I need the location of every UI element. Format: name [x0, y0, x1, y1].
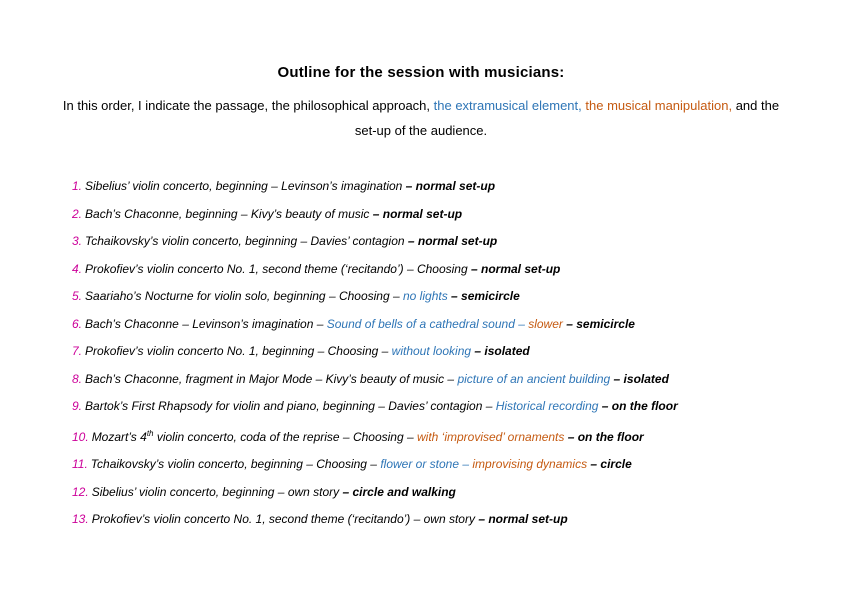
item-number: 3.: [72, 234, 83, 248]
text-segment-plain: Prokofiev’s violin concerto No. 1, secon…: [91, 512, 479, 526]
text-segment-plain: Mozart’s 4: [91, 429, 147, 444]
text-segment-plain: Bach’s Chaconne – Levinson’s imagination…: [85, 316, 327, 331]
item-number: 2.: [72, 206, 83, 221]
text-segment-plain: Sibelius’ violin concerto, beginning – o…: [91, 484, 343, 499]
text-segment-bold: – isolated: [613, 371, 669, 386]
text-segment-bold: – circle: [590, 457, 632, 471]
item-number: 5.: [72, 289, 83, 303]
text-segment-blue: no lights: [403, 289, 452, 303]
text-segment-bold: – circle and walking: [342, 484, 456, 499]
outline-item: 2. Bach’s Chaconne, beginning – Kivy’s be…: [72, 207, 802, 221]
outline-list: 1. Sibelius’ violin concerto, beginning –…: [0, 179, 842, 526]
item-number: 13.: [72, 512, 89, 526]
text-segment-bold: – normal set-up: [471, 261, 561, 276]
outline-item: 9. Bartok’s First Rhapsody for violin and…: [72, 399, 802, 413]
item-number: 12.: [72, 484, 89, 499]
text-segment-bold: – semicircle: [451, 289, 520, 303]
text-segment-bold: – normal set-up: [407, 234, 498, 248]
outline-item: 12. Sibelius’ violin concerto, beginning …: [72, 485, 802, 499]
text-segment-orange: improvising dynamics: [472, 457, 591, 471]
text-segment-plain: Bartok’s First Rhapsody for violin and p…: [85, 399, 496, 413]
text-segment-plain: Prokofiev’s violin concerto No. 1, begin…: [85, 344, 392, 358]
text-segment-plain: and the set-up of the audience.: [354, 98, 780, 138]
item-number: 4.: [72, 261, 83, 276]
item-number: 11.: [72, 457, 88, 471]
item-number: 1.: [72, 179, 83, 193]
text-segment-plain: Bach’s Chaconne, fragment in Major Mode …: [85, 371, 458, 386]
text-segment-blue: the extramusical element,: [433, 98, 582, 113]
text-segment-plain: Saariaho’s Nocturne for violin solo, beg…: [85, 289, 403, 303]
item-number: 6.: [72, 316, 83, 331]
text-segment-plain: Prokofiev’s violin concerto No. 1, secon…: [85, 261, 471, 276]
page-title: Outline for the session with musicians:: [277, 64, 565, 81]
text-segment-orange: slower: [528, 316, 567, 331]
text-segment-bold: – normal set-up: [478, 512, 568, 526]
text-segment-bold: – normal set-up: [405, 179, 496, 193]
outline-item: 6. Bach’s Chaconne – Levinson’s imaginati…: [72, 317, 802, 331]
text-segment-bold: – normal set-up: [372, 206, 463, 221]
outline-item: 8. Bach’s Chaconne, fragment in Major Mod…: [72, 372, 802, 386]
text-segment-sup: th: [146, 428, 154, 438]
text-segment-plain: Bach’s Chaconne, beginning – Kivy’s beau…: [85, 206, 373, 221]
outline-item: 3. Tchaikovsky’s violin concerto, beginni…: [72, 234, 802, 248]
text-segment-plain: Tchaikovsky’s violin concerto, beginning…: [85, 234, 408, 248]
outline-item: 10. Mozart’s 4th violin concerto, coda of…: [72, 427, 802, 444]
text-segment-blue: Historical recording: [495, 399, 602, 413]
text-segment-orange: with ‘improvised’ ornaments: [416, 429, 568, 444]
outline-item: 1. Sibelius’ violin concerto, beginning –…: [72, 179, 802, 193]
text-segment-bold: – on the floor: [567, 429, 644, 444]
text-segment-orange: the musical manipulation,: [585, 98, 733, 113]
outline-item: 11. Tchaikovsky’s violin concerto, beginn…: [72, 457, 802, 471]
outline-item: 5. Saariaho’s Nocturne for violin solo, b…: [72, 289, 802, 303]
text-segment-bold: – on the floor: [601, 399, 678, 413]
text-segment-plain: Sibelius’ violin concerto, beginning – L…: [85, 179, 406, 193]
outline-item: 13. Prokofiev’s violin concerto No. 1, se…: [72, 512, 802, 526]
text-segment-plain: In this order, I indicate the passage, t…: [62, 98, 434, 113]
intro-paragraph: In this order, I indicate the passage, t…: [61, 93, 781, 143]
outline-item: 4. Prokofiev’s violin concerto No. 1, sec…: [72, 262, 802, 276]
outline-item: 7. Prokofiev’s violin concerto No. 1, beg…: [72, 344, 802, 358]
item-number: 7.: [72, 344, 83, 358]
item-number: 9.: [72, 399, 83, 413]
item-number: 10.: [72, 429, 89, 444]
text-segment-plain: violin concerto, coda of the reprise – C…: [153, 429, 417, 444]
text-segment-blue: flower or stone –: [380, 457, 473, 471]
text-segment-blue: without looking: [391, 344, 475, 358]
text-segment-bold: – semicircle: [566, 316, 635, 331]
text-segment-blue: Sound of bells of a cathedral sound –: [326, 316, 529, 331]
text-segment-plain: Tchaikovsky’s violin concerto, beginning…: [90, 457, 381, 471]
item-number: 8.: [72, 371, 83, 386]
text-segment-bold: – isolated: [474, 344, 530, 358]
text-segment-blue: picture of an ancient building: [457, 371, 614, 386]
